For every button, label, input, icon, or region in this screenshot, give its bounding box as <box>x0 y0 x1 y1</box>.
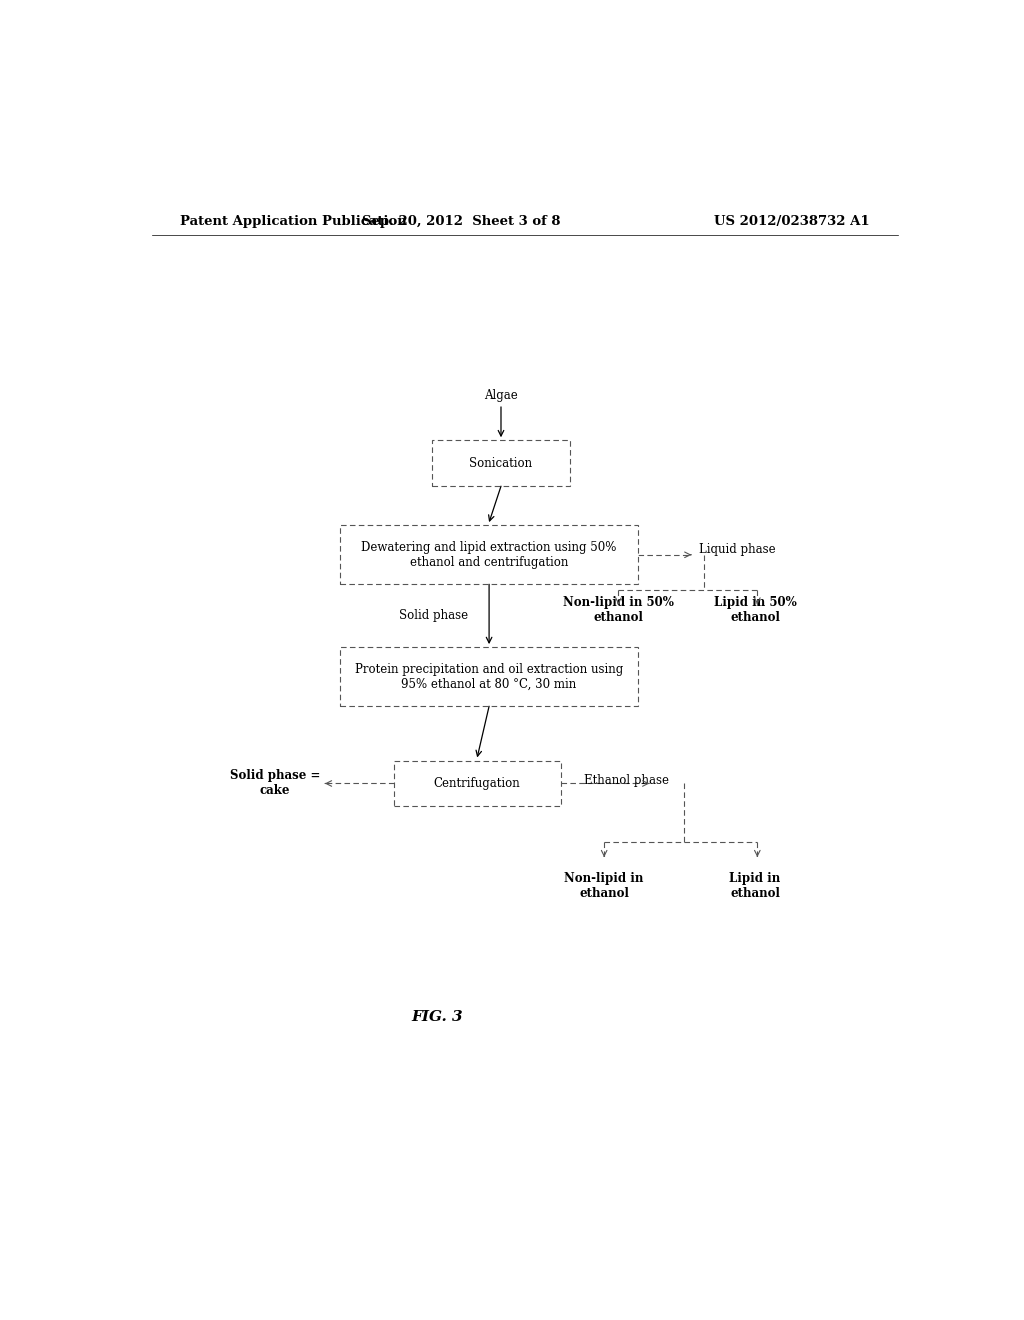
Text: Non-lipid in 50%
ethanol: Non-lipid in 50% ethanol <box>563 597 674 624</box>
Text: Centrifugation: Centrifugation <box>434 777 520 789</box>
Bar <box>431 441 570 486</box>
Text: Dewatering and lipid extraction using 50%
ethanol and centrifugation: Dewatering and lipid extraction using 50… <box>361 541 616 569</box>
Text: Sonication: Sonication <box>469 457 532 470</box>
Bar <box>340 525 638 585</box>
Text: FIG. 3: FIG. 3 <box>412 1010 463 1024</box>
Text: Ethanol phase: Ethanol phase <box>585 774 670 787</box>
Text: US 2012/0238732 A1: US 2012/0238732 A1 <box>715 215 870 228</box>
Text: Solid phase =
cake: Solid phase = cake <box>229 770 321 797</box>
Text: Algae: Algae <box>484 389 518 401</box>
Text: Sep. 20, 2012  Sheet 3 of 8: Sep. 20, 2012 Sheet 3 of 8 <box>362 215 560 228</box>
Text: Solid phase: Solid phase <box>399 610 468 622</box>
Text: Liquid phase: Liquid phase <box>699 544 776 556</box>
Text: Non-lipid in
ethanol: Non-lipid in ethanol <box>564 873 644 900</box>
Bar <box>340 647 638 706</box>
Text: Lipid in 50%
ethanol: Lipid in 50% ethanol <box>714 597 797 624</box>
Bar <box>394 760 560 807</box>
Text: Lipid in
ethanol: Lipid in ethanol <box>729 873 780 900</box>
Text: Patent Application Publication: Patent Application Publication <box>179 215 407 228</box>
Text: Protein precipitation and oil extraction using
95% ethanol at 80 °C, 30 min: Protein precipitation and oil extraction… <box>355 663 624 690</box>
